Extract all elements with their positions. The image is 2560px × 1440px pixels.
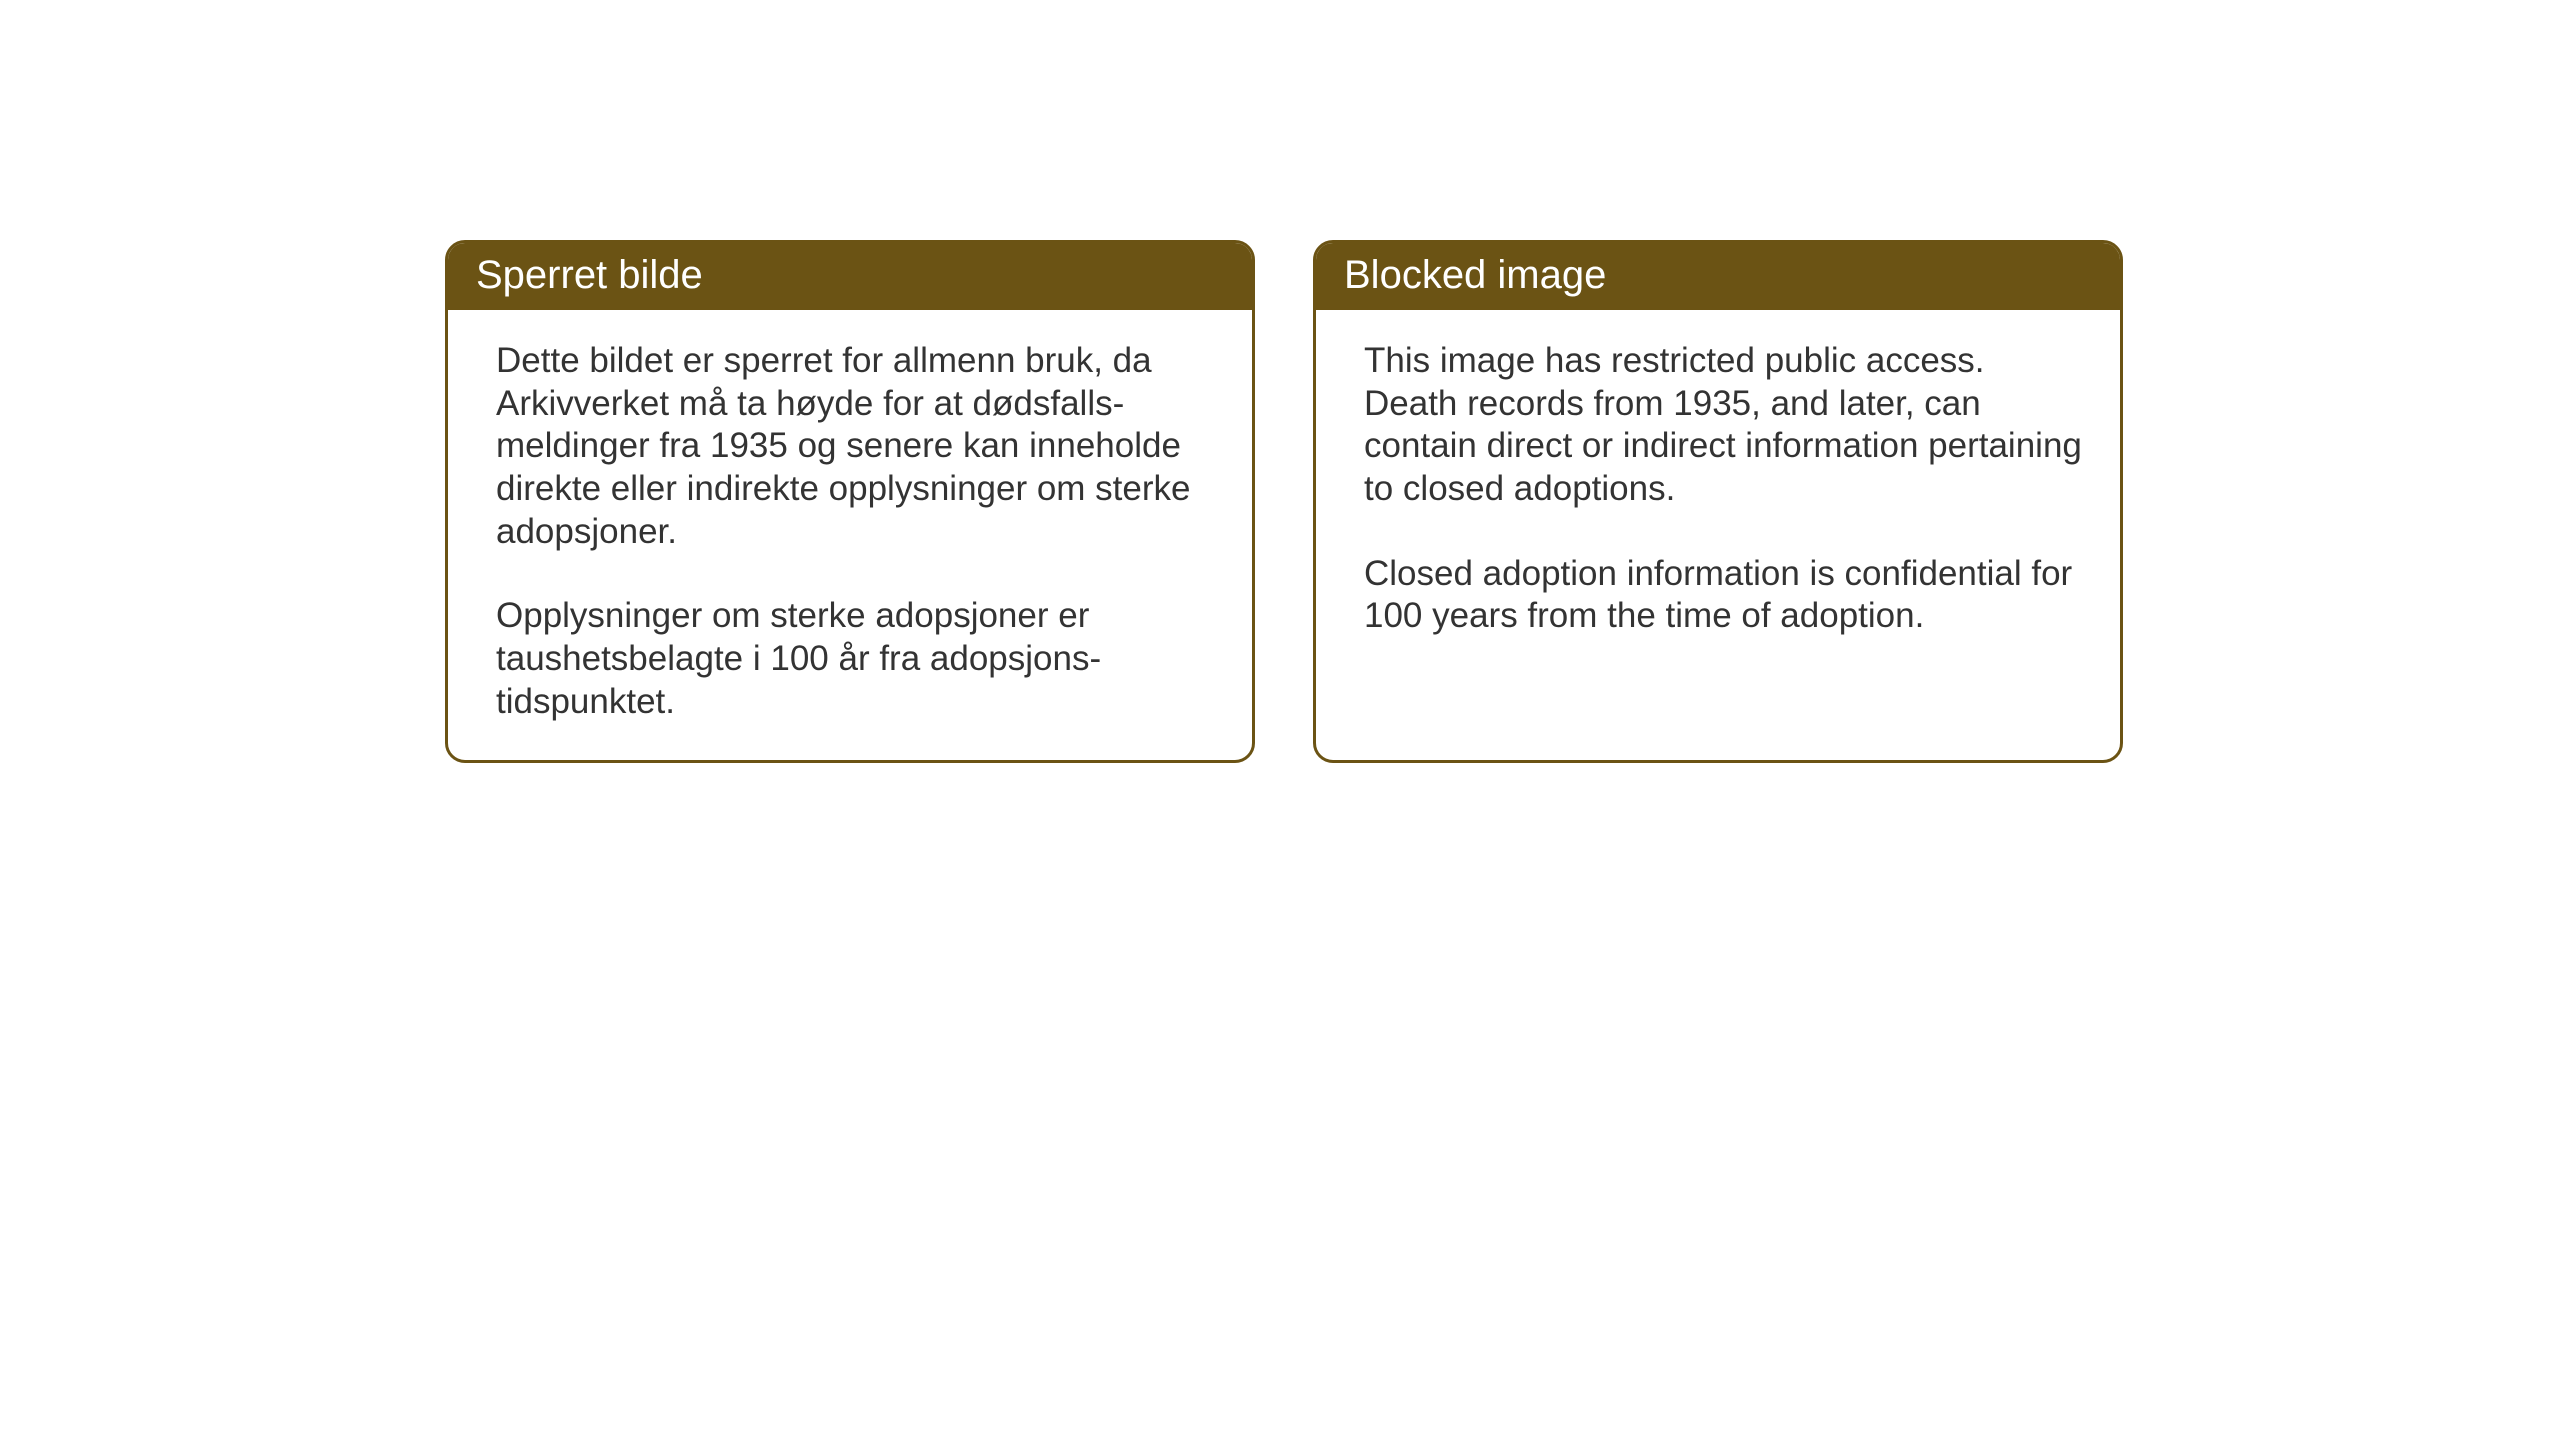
english-paragraph-1: This image has restricted public access.… <box>1364 340 2084 511</box>
english-paragraph-2: Closed adoption information is confident… <box>1364 553 2084 638</box>
english-notice-card: Blocked image This image has restricted … <box>1313 240 2123 763</box>
english-card-body: This image has restricted public access.… <box>1316 310 2120 738</box>
norwegian-card-body: Dette bildet er sperret for allmenn bruk… <box>448 310 1252 760</box>
english-card-title: Blocked image <box>1316 243 2120 310</box>
notice-container: Sperret bilde Dette bildet er sperret fo… <box>445 240 2123 763</box>
norwegian-paragraph-2: Opplysninger om sterke adopsjoner er tau… <box>496 595 1216 723</box>
norwegian-notice-card: Sperret bilde Dette bildet er sperret fo… <box>445 240 1255 763</box>
norwegian-paragraph-1: Dette bildet er sperret for allmenn bruk… <box>496 340 1216 553</box>
norwegian-card-title: Sperret bilde <box>448 243 1252 310</box>
